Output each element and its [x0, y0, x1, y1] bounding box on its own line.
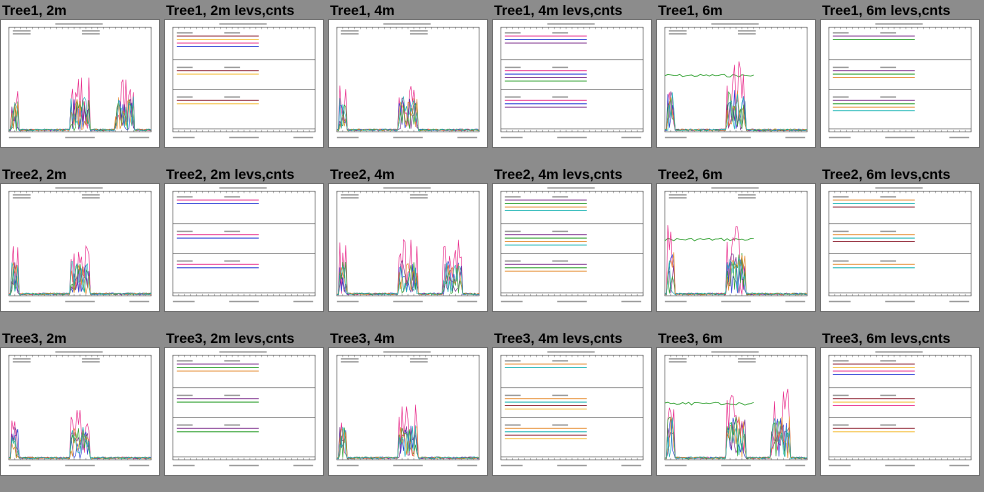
cell-title: Tree2, 6m — [658, 166, 723, 182]
plot-image — [664, 187, 808, 303]
plot-image — [500, 351, 644, 467]
cell-tree2-6m: Tree2, 6m — [656, 164, 816, 326]
cell-tree3-4m-levs: Tree3, 4m levs,cnts — [492, 328, 652, 490]
cell-tree1-2m-levs: Tree1, 2m levs,cnts — [164, 0, 324, 162]
cell-title: Tree1, 4m — [330, 2, 395, 18]
plot-image — [500, 187, 644, 303]
cell-tree1-4m-levs: Tree1, 4m levs,cnts — [492, 0, 652, 162]
cell-title: Tree3, 2m levs,cnts — [166, 330, 295, 346]
plot-thumbnail[interactable] — [0, 183, 160, 312]
plot-thumbnail[interactable] — [492, 347, 652, 476]
plot-image — [336, 351, 480, 467]
cell-title: Tree1, 4m levs,cnts — [494, 2, 623, 18]
cell-tree2-2m: Tree2, 2m — [0, 164, 160, 326]
plot-frame — [500, 354, 644, 461]
plot-frame — [8, 190, 152, 297]
cell-title: Tree1, 6m — [658, 2, 723, 18]
cell-tree1-2m: Tree1, 2m — [0, 0, 160, 162]
plot-thumbnail[interactable] — [0, 347, 160, 476]
plot-image — [336, 187, 480, 303]
plot-image — [172, 23, 316, 139]
plot-thumbnail[interactable] — [656, 19, 816, 148]
plot-image — [828, 23, 972, 139]
plot-image — [8, 187, 152, 303]
plot-frame — [336, 190, 480, 297]
cell-tree1-6m: Tree1, 6m — [656, 0, 816, 162]
plot-thumbnail[interactable] — [492, 183, 652, 312]
cell-tree3-4m: Tree3, 4m — [328, 328, 488, 490]
cell-title: Tree3, 4m — [330, 330, 395, 346]
cell-tree3-6m: Tree3, 6m — [656, 328, 816, 490]
plot-thumbnail[interactable] — [820, 347, 980, 476]
plot-image — [8, 351, 152, 467]
cell-tree3-2m: Tree3, 2m — [0, 328, 160, 490]
cell-tree2-2m-levs: Tree2, 2m levs,cnts — [164, 164, 324, 326]
plot-image — [172, 187, 316, 303]
cell-title: Tree2, 2m levs,cnts — [166, 166, 295, 182]
cell-tree1-6m-levs: Tree1, 6m levs,cnts — [820, 0, 980, 162]
plot-thumbnail[interactable] — [328, 19, 488, 148]
plot-frame — [172, 354, 316, 461]
cell-title: Tree3, 6m levs,cnts — [822, 330, 951, 346]
cell-title: Tree3, 2m — [2, 330, 67, 346]
cell-tree2-6m-levs: Tree2, 6m levs,cnts — [820, 164, 980, 326]
plot-image — [828, 351, 972, 467]
cell-title: Tree1, 2m — [2, 2, 67, 18]
plot-thumbnail[interactable] — [0, 19, 160, 148]
plot-thumbnail[interactable] — [656, 347, 816, 476]
cell-title: Tree1, 6m levs,cnts — [822, 2, 951, 18]
cell-title: Tree2, 4m — [330, 166, 395, 182]
cell-title: Tree1, 2m levs,cnts — [166, 2, 295, 18]
plot-thumbnail[interactable] — [164, 347, 324, 476]
plot-thumbnail[interactable] — [820, 183, 980, 312]
plot-image — [8, 23, 152, 139]
cell-tree2-4m-levs: Tree2, 4m levs,cnts — [492, 164, 652, 326]
plot-thumbnail[interactable] — [164, 183, 324, 312]
plot-thumbnail[interactable] — [656, 183, 816, 312]
cell-title: Tree3, 4m levs,cnts — [494, 330, 623, 346]
plot-frame — [828, 190, 972, 297]
plot-image — [828, 187, 972, 303]
plot-thumbnail[interactable] — [164, 19, 324, 148]
cell-tree1-4m: Tree1, 4m — [328, 0, 488, 162]
plot-frame — [828, 354, 972, 461]
plot-frame — [500, 190, 644, 297]
plot-frame — [8, 354, 152, 461]
cell-title: Tree2, 2m — [2, 166, 67, 182]
plot-thumbnail[interactable] — [820, 19, 980, 148]
cell-tree3-6m-levs: Tree3, 6m levs,cnts — [820, 328, 980, 490]
plot-thumbnail[interactable] — [328, 347, 488, 476]
plot-thumbnail[interactable] — [492, 19, 652, 148]
cell-title: Tree2, 4m levs,cnts — [494, 166, 623, 182]
plot-image — [336, 23, 480, 139]
plot-image — [500, 23, 644, 139]
plot-frame — [336, 354, 480, 461]
cell-title: Tree3, 6m — [658, 330, 723, 346]
plot-frame — [664, 354, 808, 461]
cell-tree3-2m-levs: Tree3, 2m levs,cnts — [164, 328, 324, 490]
plot-frame — [828, 26, 972, 133]
plot-image — [172, 351, 316, 467]
cell-tree2-4m: Tree2, 4m — [328, 164, 488, 326]
plot-frame — [664, 190, 808, 297]
plot-image — [664, 23, 808, 139]
plot-thumbnail[interactable] — [328, 183, 488, 312]
plot-frame — [172, 190, 316, 297]
plot-image — [664, 351, 808, 467]
cell-title: Tree2, 6m levs,cnts — [822, 166, 951, 182]
